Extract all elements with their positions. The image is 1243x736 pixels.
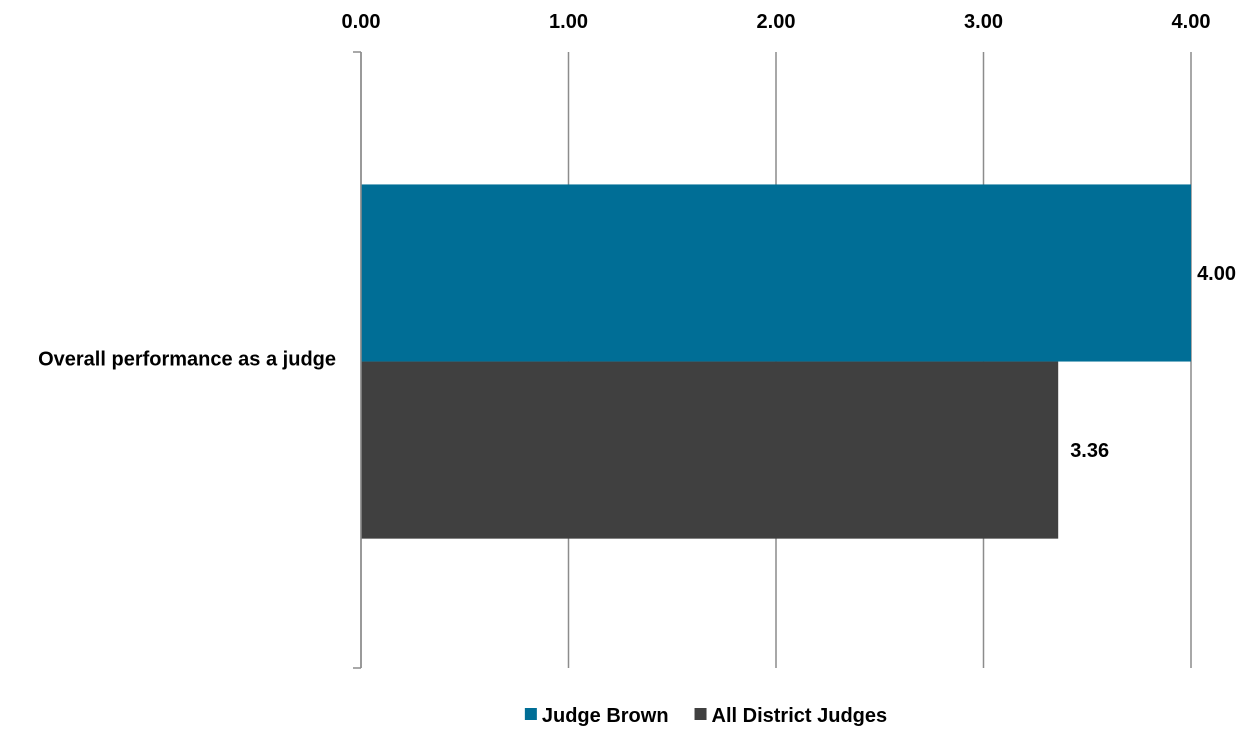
legend: Judge Brown All District Judges: [524, 705, 888, 727]
x-tick-label: 1.00: [549, 11, 588, 33]
data-label: 4.00: [1197, 263, 1236, 285]
x-tick-label: 3.00: [964, 11, 1003, 33]
x-tick-label: 4.00: [1172, 11, 1211, 33]
legend-label: All District Judges: [712, 705, 888, 727]
legend-swatch: [524, 708, 537, 720]
bars: [361, 184, 1191, 539]
legend-swatch: [694, 708, 707, 720]
category-axis: Overall performance as a judge: [38, 51, 362, 669]
data-label: 3.36: [1070, 440, 1109, 462]
bar: [361, 361, 1059, 539]
x-tick-label: 2.00: [757, 11, 796, 33]
category-label: Overall performance as a judge: [38, 348, 336, 370]
legend-label: Judge Brown: [542, 705, 669, 727]
data-labels: 4.00 3.36: [1070, 257, 1241, 462]
data-label-background: [1192, 257, 1241, 290]
bar: [361, 184, 1191, 362]
x-tick-label: 0.00: [342, 11, 381, 33]
value-axis: 0.00 1.00 2.00 3.00 4.00: [342, 11, 1211, 33]
